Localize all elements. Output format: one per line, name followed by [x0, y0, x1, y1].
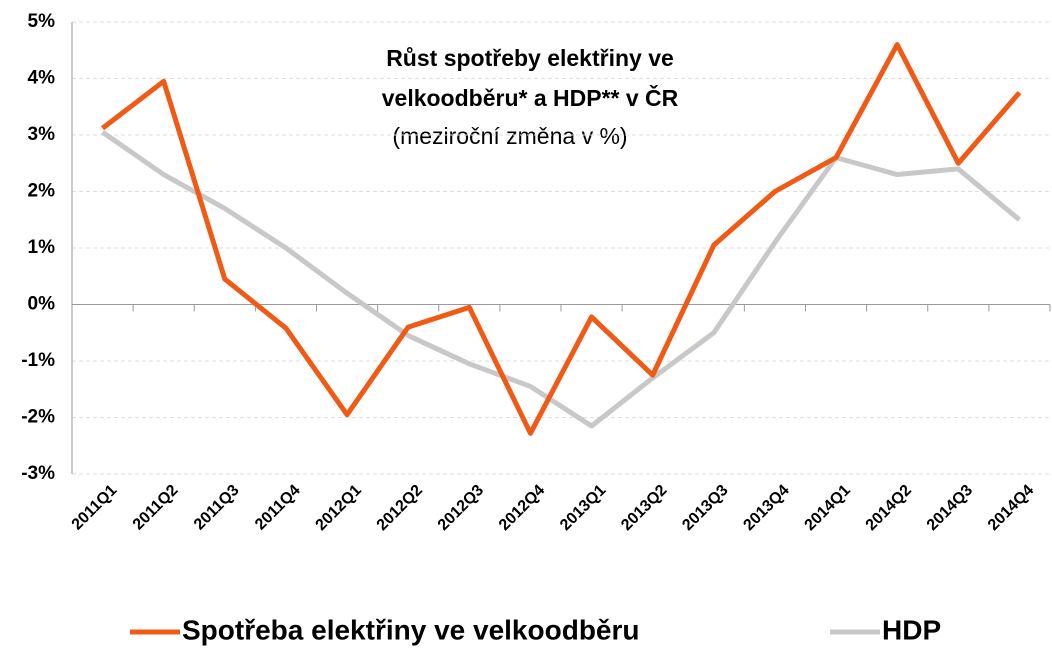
y-tick-label: 4%	[28, 68, 56, 89]
series-line	[101, 42, 1022, 436]
x-tick-label: 2011Q2	[130, 482, 182, 534]
x-tick-label: 2011Q3	[191, 482, 243, 534]
chart-title: Růst spotřeby elektřiny ve	[386, 45, 674, 71]
x-tick-label: 2013Q4	[740, 482, 792, 534]
x-tick-label: 2011Q1	[69, 482, 121, 534]
x-tick-label: 2012Q2	[374, 482, 426, 534]
legend-label: HDP	[882, 614, 941, 645]
y-tick-label: -2%	[21, 407, 55, 428]
y-tick-label: -3%	[21, 463, 55, 484]
x-tick-label: 2014Q3	[924, 482, 976, 534]
chart-title: velkoodběru* a HDP** v ČR	[382, 84, 679, 111]
x-tick-label: 2012Q1	[313, 482, 365, 534]
x-tick-label: 2013Q3	[679, 482, 731, 534]
x-tick-label: 2014Q2	[863, 482, 915, 534]
x-tick-label: 2012Q4	[496, 482, 548, 534]
y-tick-label: -1%	[21, 350, 55, 371]
x-tick-label: 2014Q4	[985, 482, 1037, 534]
plot: -3%-2%-1%0%1%2%3%4%5%2011Q1 2011Q2 2011Q3 2…	[21, 11, 1051, 645]
legend-label: Spotřeba elektřiny ve velkoodběru	[182, 614, 640, 645]
x-tick-label: 2013Q2	[618, 482, 670, 534]
x-tick-label: 2014Q1	[802, 482, 854, 534]
y-tick-label: 3%	[28, 124, 56, 145]
x-tick-label: 2011Q4	[252, 482, 304, 534]
series-line	[101, 130, 1022, 429]
y-tick-label: 0%	[28, 294, 56, 315]
y-tick-label: 2%	[28, 181, 56, 202]
y-tick-label: 5%	[28, 11, 56, 32]
x-tick-label: 2012Q3	[435, 482, 487, 534]
x-tick-label: 2013Q1	[557, 482, 609, 534]
chart-subtitle: (meziroční změna v %)	[392, 123, 627, 149]
y-tick-label: 1%	[28, 237, 56, 258]
